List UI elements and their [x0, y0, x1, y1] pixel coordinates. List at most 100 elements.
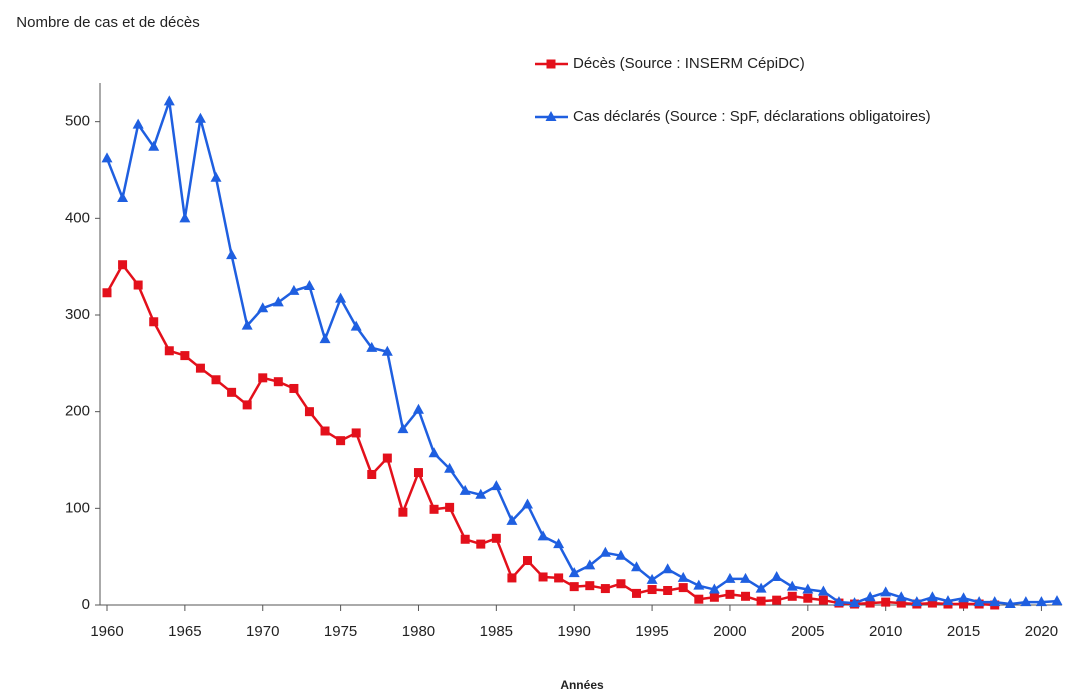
point	[616, 579, 626, 589]
point	[118, 260, 128, 270]
point	[942, 595, 954, 606]
point	[693, 579, 705, 590]
point	[585, 581, 595, 591]
point	[491, 533, 501, 543]
y-tick-label: 300	[65, 306, 90, 323]
x-tick-label: 2015	[947, 623, 980, 640]
point	[195, 363, 205, 373]
point	[803, 593, 813, 603]
point	[678, 583, 688, 593]
point	[506, 514, 518, 525]
point	[398, 507, 408, 517]
x-tick-label: 1995	[635, 623, 668, 640]
point	[101, 152, 113, 163]
point	[895, 591, 907, 602]
point	[476, 539, 486, 549]
point	[802, 583, 814, 594]
x-axis-label: Années	[560, 678, 604, 692]
point	[1020, 596, 1032, 607]
point	[896, 598, 906, 608]
point	[911, 596, 923, 607]
point	[569, 582, 579, 592]
point	[786, 580, 798, 591]
legend-label: Décès (Source : INSERM CépiDC)	[573, 55, 805, 72]
point	[490, 480, 502, 491]
legend-label: Cas déclarés (Source : SpF, déclarations…	[573, 108, 931, 125]
y-tick-label: 500	[65, 113, 90, 130]
x-tick-label: 1980	[402, 623, 435, 640]
point	[787, 591, 797, 601]
legend-marker	[546, 59, 556, 69]
point	[102, 288, 112, 298]
y-tick-label: 100	[65, 499, 90, 516]
point	[459, 484, 471, 495]
point	[412, 403, 424, 414]
point	[755, 582, 767, 593]
series-line	[105, 263, 995, 607]
point	[865, 598, 875, 608]
point	[599, 546, 611, 557]
point	[927, 598, 937, 608]
point	[568, 567, 580, 578]
point	[132, 118, 144, 129]
point	[428, 447, 440, 458]
point	[335, 292, 347, 303]
point	[303, 280, 315, 290]
point	[631, 561, 643, 572]
point	[164, 346, 174, 356]
x-tick-label: 1990	[558, 623, 591, 640]
point	[537, 530, 549, 541]
point	[382, 453, 392, 463]
point	[663, 586, 673, 595]
point	[958, 592, 970, 603]
point	[133, 280, 143, 290]
point	[818, 595, 828, 605]
point	[149, 317, 159, 327]
point	[522, 556, 532, 566]
y-tick-label: 400	[65, 209, 90, 226]
point	[632, 588, 642, 598]
point	[460, 534, 470, 544]
point	[366, 341, 378, 352]
point	[444, 462, 456, 473]
point	[241, 319, 253, 330]
point	[367, 470, 377, 479]
y-tick-label: 0	[82, 596, 90, 613]
point	[148, 140, 160, 151]
x-tick-label: 2005	[791, 623, 824, 640]
point	[646, 573, 658, 584]
point	[553, 538, 565, 549]
point	[600, 584, 610, 594]
point	[538, 572, 548, 582]
point	[288, 284, 300, 295]
point	[709, 592, 719, 602]
point	[413, 468, 423, 478]
point	[257, 302, 269, 313]
point	[817, 585, 829, 596]
point	[756, 596, 766, 606]
point	[304, 407, 314, 417]
point	[227, 387, 237, 397]
point	[194, 112, 206, 123]
point	[319, 333, 331, 344]
point	[1004, 598, 1016, 609]
point	[771, 570, 783, 581]
y-axis-label: Nombre de cas et de décès	[16, 14, 200, 31]
point	[864, 591, 876, 602]
point	[708, 583, 720, 594]
point	[397, 423, 409, 434]
point	[445, 502, 455, 512]
point	[724, 572, 736, 583]
point	[926, 591, 938, 602]
point	[429, 504, 439, 514]
x-tick-label: 1960	[90, 623, 123, 640]
point	[163, 95, 175, 106]
point	[211, 375, 221, 385]
point	[725, 589, 735, 599]
point	[677, 571, 689, 582]
point	[849, 597, 861, 608]
point	[117, 192, 129, 203]
x-tick-label: 2000	[713, 623, 746, 640]
